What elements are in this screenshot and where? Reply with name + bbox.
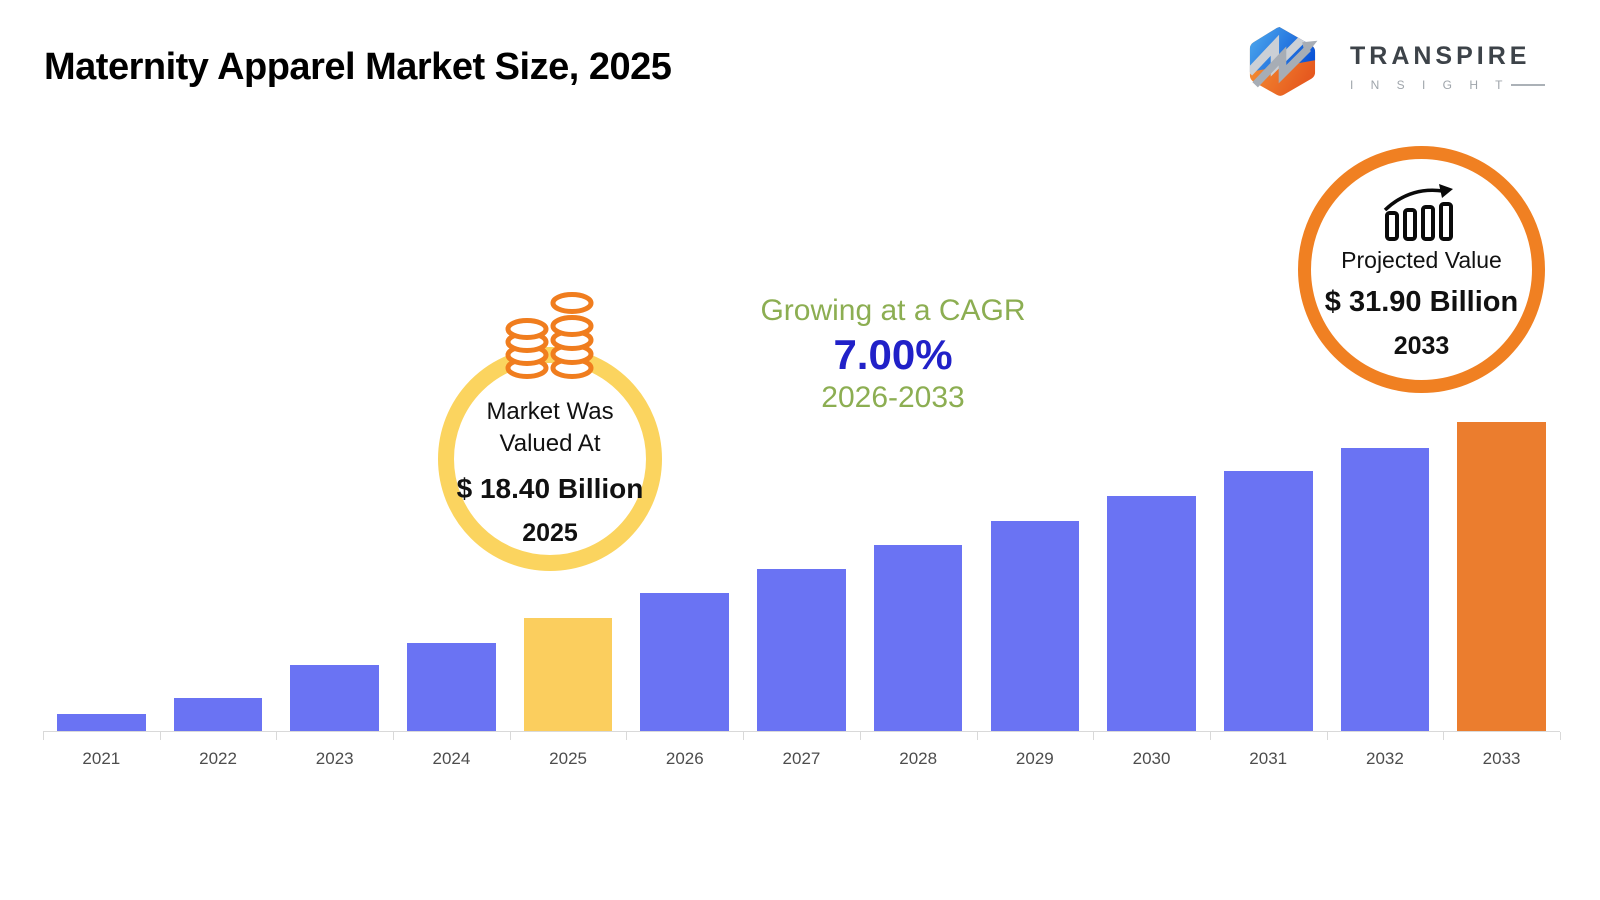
bar-2023 [290, 665, 380, 731]
market-valued-label: Market Was Valued At [486, 397, 614, 457]
x-axis-tick [276, 732, 278, 740]
x-label-2028: 2028 [899, 749, 938, 768]
page-title: Maternity Apparel Market Size, 2025 [44, 46, 672, 88]
cagr-period: 2026-2033 [821, 381, 965, 415]
bar-slot-2028 [860, 422, 977, 731]
bar-2024 [407, 643, 496, 731]
bar-slot-2031 [1210, 422, 1327, 731]
x-label-2025: 2025 [549, 749, 587, 768]
bar-2030 [1107, 496, 1196, 731]
x-label-2032: 2032 [1365, 749, 1404, 768]
bar-slot-2022 [160, 422, 277, 731]
bar-2021 [57, 714, 146, 731]
bar-2027 [757, 569, 846, 731]
bar-2025 [523, 618, 613, 731]
cagr-annotation: Growing at a CAGR 7.00% 2026-2033 [713, 294, 1073, 415]
x-axis-tick [1093, 732, 1095, 740]
x-axis-tick [626, 732, 628, 740]
bar-2033 [1457, 422, 1546, 731]
logo-brand-text: TRANSPIRE [1350, 42, 1531, 70]
bar-slot-2026 [626, 422, 743, 731]
x-axis-tick [43, 732, 44, 740]
logo-hexagon-icon [1249, 27, 1318, 96]
x-axis-labels: 2021 2022 2023 2024 2025 2026 2027 2028 2029 2030… [43, 749, 1560, 769]
x-label-2033: 2033 [1482, 749, 1521, 768]
bar-2029 [990, 521, 1080, 731]
x-axis-line [43, 731, 1560, 732]
bar-slot-2023 [276, 422, 393, 731]
bar-2032 [1340, 448, 1430, 731]
projected-value-amount: $ 31.90 Billion [1324, 285, 1519, 318]
x-label-2029: 2029 [1015, 749, 1054, 768]
bar-slot-2021 [43, 422, 160, 731]
bar-2028 [873, 545, 963, 731]
bar-slot-2025 [510, 422, 627, 731]
x-axis-tick [743, 732, 745, 740]
x-axis-tick [1326, 732, 1328, 740]
x-label-2027: 2027 [782, 749, 821, 768]
bar-series [43, 422, 1560, 731]
x-label-2031: 2031 [1249, 749, 1288, 768]
cagr-heading: Growing at a CAGR [760, 294, 1026, 327]
bar-slot-2033 [1443, 422, 1560, 731]
bar-slot-2027 [743, 422, 860, 731]
bar-chart: 2021 2022 2023 2024 2025 2026 2027 2028 2029 2030… [43, 422, 1561, 768]
projected-value-label: Projected Value [1341, 246, 1502, 273]
x-label-2023: 2023 [315, 749, 354, 768]
x-label-2021: 2021 [82, 749, 121, 768]
x-axis-tick [1443, 732, 1445, 740]
bar-2031 [1223, 471, 1313, 731]
bar-2022 [173, 698, 263, 731]
x-axis-tick [159, 732, 161, 740]
x-axis-tick [393, 732, 395, 740]
bar-slot-2030 [1093, 422, 1210, 731]
x-label-2022: 2022 [199, 749, 237, 768]
x-axis-tick [1560, 732, 1561, 740]
x-label-2024: 2024 [432, 749, 471, 768]
cagr-value: 7.00% [833, 331, 953, 378]
x-label-2026: 2026 [665, 749, 704, 768]
logo-rule [1511, 84, 1545, 86]
market-valued-year: 2025 [522, 519, 578, 548]
x-axis-tick [859, 732, 861, 740]
bar-slot-2032 [1327, 422, 1444, 731]
bar-2026 [640, 593, 730, 731]
projected-value-badge: Projected Value $ 31.90 Billion 2033 [1298, 146, 1545, 393]
bar-slot-2024 [393, 422, 510, 731]
coins-icon [505, 292, 594, 379]
growth-chart-icon [1383, 183, 1453, 241]
x-axis-tick [509, 732, 511, 740]
brand-logo: TRANSPIRE I N S I G H T [1244, 24, 1545, 100]
logo-tagline-text: I N S I G H T [1350, 78, 1510, 92]
x-label-2030: 2030 [1132, 749, 1171, 768]
bar-slot-2029 [977, 422, 1094, 731]
projected-value-year: 2033 [1393, 331, 1450, 360]
market-valued-value: $ 18.40 Billion [456, 473, 644, 505]
x-axis-tick [976, 732, 978, 740]
x-axis-tick [1209, 732, 1211, 740]
